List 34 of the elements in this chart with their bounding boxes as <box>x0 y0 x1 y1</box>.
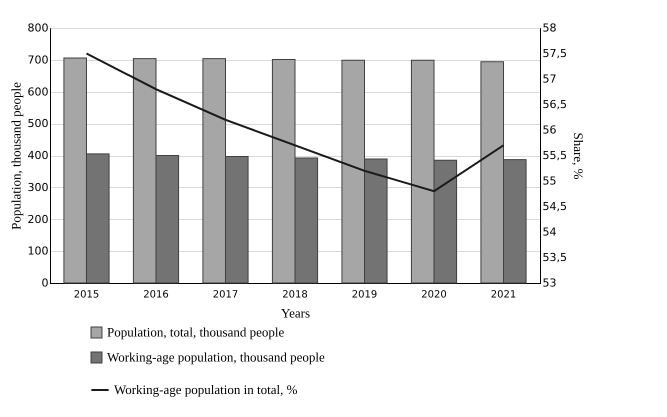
legend-label: Population, total, thousand people <box>107 324 285 340</box>
y2-tick-label: 53 <box>542 276 556 290</box>
y-tick-label: 600 <box>28 85 48 98</box>
x-tick-label: 2020 <box>421 290 447 300</box>
legend-label: Working-age population, thousand people <box>107 350 325 364</box>
y-tick-label: 300 <box>28 180 48 194</box>
y-tick-label: 400 <box>28 149 48 162</box>
y-tick-label: 100 <box>28 244 48 258</box>
y2-tick-label: 58 <box>542 22 556 34</box>
y-tick-label: 200 <box>28 212 48 226</box>
y2-tick-label: 57,5 <box>542 47 567 60</box>
x-tick-label: 2016 <box>143 290 169 300</box>
y-tick-label: 0 <box>42 276 48 290</box>
y2-tick-label: 56,5 <box>542 98 567 111</box>
y2-tick-label: 56 <box>542 124 556 136</box>
y-tick-label: 800 <box>28 22 48 34</box>
x-tick-label: 2021 <box>490 290 516 300</box>
x-tick-label: 2018 <box>282 290 308 300</box>
y2-tick-label: 55,5 <box>542 149 567 162</box>
x-tick-label: 2015 <box>74 290 100 300</box>
y2-tick-label: 54 <box>542 226 556 238</box>
y2-tick-label: 53,5 <box>542 251 567 264</box>
y2-tick-label: 57 <box>542 72 556 86</box>
y-axis-title: Population, thousand people <box>8 82 24 230</box>
x-axis-title: Years <box>280 306 310 320</box>
line-series <box>85 52 505 192</box>
y2-tick-label: 55 <box>542 174 556 188</box>
x-tick-label: 2019 <box>352 290 378 300</box>
y2-axis-title: Share, % <box>570 132 586 180</box>
x-tick-label: 2017 <box>212 290 238 300</box>
y2-tick-label: 54,5 <box>542 200 567 213</box>
y-tick-label: 500 <box>28 117 48 130</box>
legend-label: Working-age population in total, % <box>114 382 298 397</box>
y-tick-label: 700 <box>28 53 48 66</box>
